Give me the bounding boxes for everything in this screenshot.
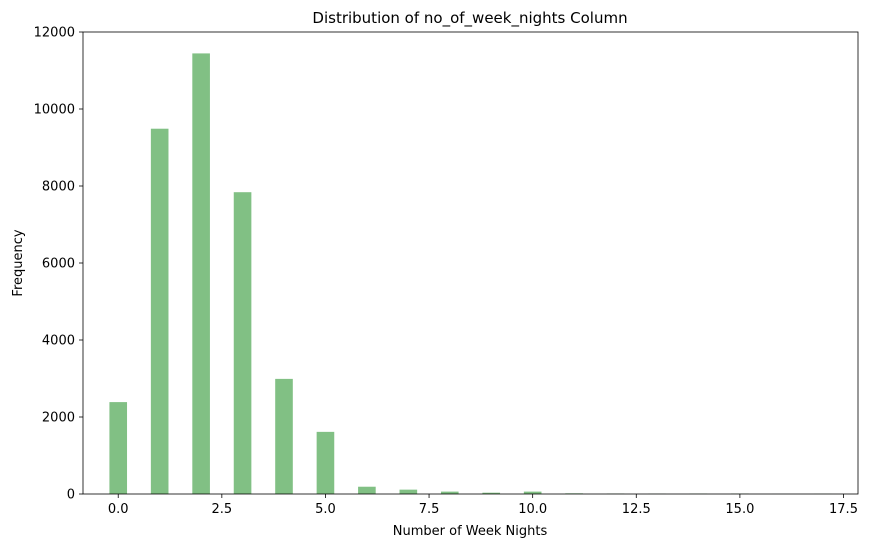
x-axis-label: Number of Week Nights (393, 524, 548, 539)
bar-3 (233, 192, 252, 495)
y-tick-label-2: 4000 (42, 334, 75, 349)
bar-1 (150, 128, 169, 494)
x-tick-label-5: 12.5 (622, 502, 651, 517)
y-tick-label-1: 2000 (42, 411, 75, 426)
bar-5 (316, 431, 335, 494)
x-tick-label-2: 5.0 (315, 502, 336, 517)
bar-4 (275, 378, 293, 494)
y-axis-label: Frequency (11, 229, 26, 296)
bar-8 (440, 491, 459, 494)
bar-7 (399, 489, 418, 494)
bar-10 (523, 491, 542, 494)
chart-title: Distribution of no_of_week_nights Column (312, 9, 627, 28)
y-tick-label-6: 12000 (34, 26, 75, 41)
x-tick-label-0: 0.0 (108, 502, 129, 517)
bar-9 (482, 492, 501, 494)
y-tick-label-3: 6000 (42, 257, 75, 272)
x-tick-label-1: 2.5 (211, 502, 232, 517)
bar-2 (192, 53, 210, 494)
ticks-group: 0.0 2.5 5.0 7.5 10.0 12.5 15.0 17.5 0 2000 4000 600… (34, 26, 858, 518)
x-tick-label-7: 17.5 (829, 502, 858, 517)
x-tick-label-3: 7.5 (419, 502, 440, 517)
x-tick-label-4: 10.0 (518, 502, 547, 517)
y-tick-label-4: 8000 (42, 180, 75, 195)
bar-6 (358, 486, 376, 494)
x-tick-label-6: 15.0 (725, 502, 754, 517)
y-tick-label-5: 10000 (34, 103, 75, 118)
y-tick-label-0: 0 (67, 488, 75, 503)
bars-group (109, 53, 832, 495)
bar-0 (109, 402, 128, 494)
